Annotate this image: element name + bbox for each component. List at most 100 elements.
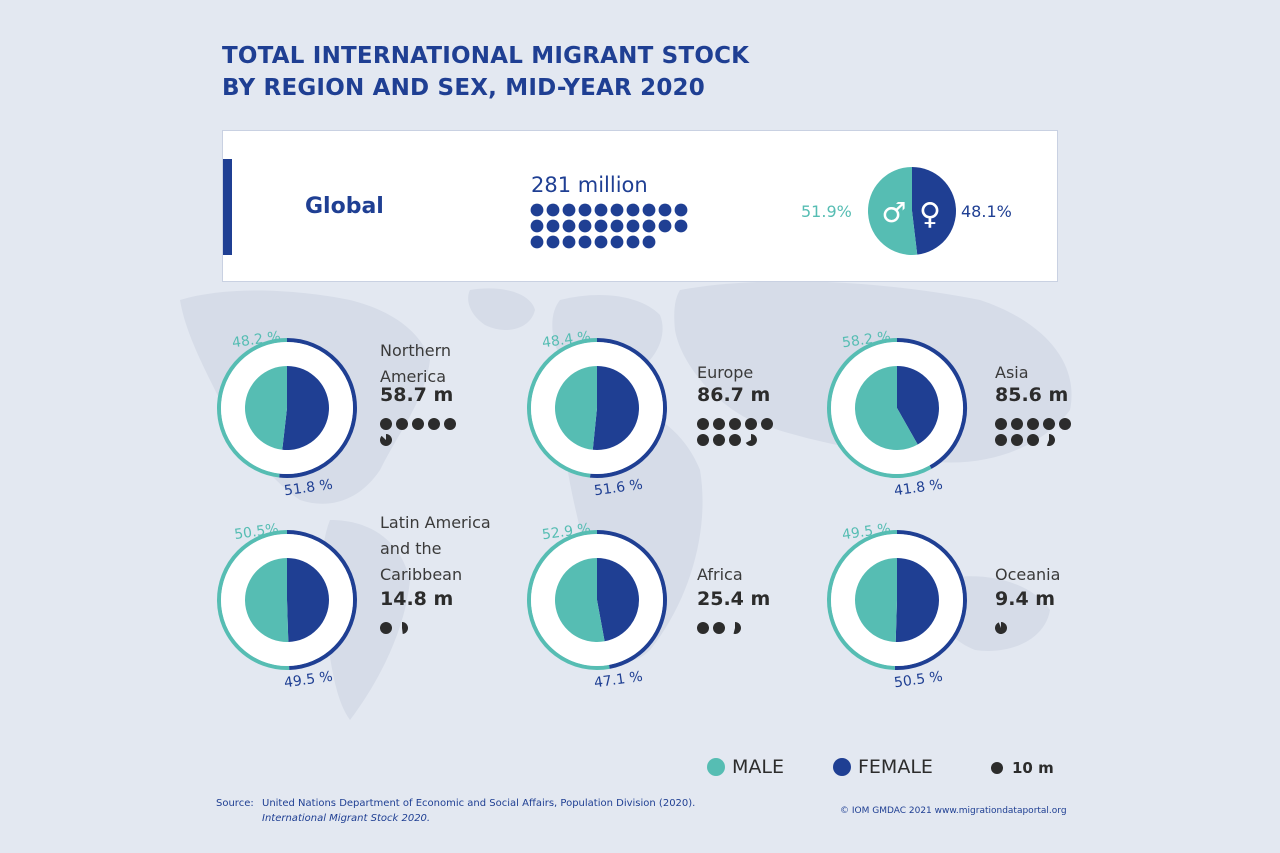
global-dot xyxy=(530,203,544,217)
region-chart: 58.2 % 41.8 % xyxy=(827,329,967,499)
male-slice xyxy=(245,366,287,450)
female-slice xyxy=(597,558,640,642)
unit-dot xyxy=(1027,434,1039,446)
global-dot xyxy=(610,235,624,249)
legend-female-label: FEMALE xyxy=(858,756,933,778)
global-dot xyxy=(594,219,608,233)
global-dot xyxy=(562,203,576,217)
global-dot xyxy=(658,219,672,233)
male-percent-label: 50.5% xyxy=(233,521,279,543)
unit-dot xyxy=(1027,418,1039,430)
global-dot xyxy=(610,203,624,217)
global-dot xyxy=(562,235,576,249)
global-dot xyxy=(578,203,592,217)
global-dot xyxy=(642,219,656,233)
unit-dot xyxy=(729,418,741,430)
global-sex-pie: ♂ ♀ xyxy=(868,167,957,255)
region-chart: 50.5% 49.5 % xyxy=(216,521,357,692)
region-dot-matrix xyxy=(995,418,1071,446)
chart-title: TOTAL INTERNATIONAL MIGRANT STOCK BY REG… xyxy=(222,40,922,104)
global-dot xyxy=(610,219,624,233)
region-dot-matrix xyxy=(697,418,773,447)
female-ring-arc xyxy=(589,338,667,478)
region-name: Europe xyxy=(697,363,754,382)
unit-dot xyxy=(402,622,408,634)
global-dot xyxy=(578,235,592,249)
region-total: 85.6 m xyxy=(995,384,1069,406)
male-ring-arc xyxy=(827,530,898,670)
source-label: Source: xyxy=(216,798,254,809)
female-percent-label: 51.6 % xyxy=(593,477,644,500)
unit-dot xyxy=(713,622,725,634)
male-ring-arc xyxy=(526,338,598,478)
legend-dot-label: 10 m xyxy=(1012,759,1054,777)
unit-dot xyxy=(380,622,392,634)
global-dot xyxy=(562,219,576,233)
region-total: 14.8 m xyxy=(380,588,454,610)
global-female-slice xyxy=(912,167,957,255)
global-label: Global xyxy=(305,194,384,219)
unit-dot xyxy=(995,434,1007,446)
global-dot xyxy=(674,219,688,233)
global-dot xyxy=(594,203,608,217)
region-chart: 48.2 % 51.8 % xyxy=(217,329,357,500)
credit: © IOM GMDAC 2021 www.migrationdataportal… xyxy=(840,806,1067,816)
unit-dot xyxy=(713,418,725,430)
male-ring-arc xyxy=(527,530,610,670)
male-slice xyxy=(855,558,897,642)
region-chart: 49.5 % 50.5 % xyxy=(827,521,968,691)
female-slice xyxy=(287,558,329,642)
global-dot-matrix xyxy=(530,203,688,249)
male-ring-arc xyxy=(216,530,290,670)
global-dot xyxy=(530,235,544,249)
region-total: 25.4 m xyxy=(697,588,771,610)
male-ring-arc xyxy=(217,338,288,478)
title-line-1: TOTAL INTERNATIONAL MIGRANT STOCK xyxy=(222,43,750,69)
male-symbol-icon: ♂ xyxy=(881,196,906,229)
male-percent-label: 52.9 % xyxy=(541,521,592,544)
region-total: 9.4 m xyxy=(995,588,1056,610)
male-slice xyxy=(554,366,597,450)
unit-dot xyxy=(380,418,392,430)
unit-dot xyxy=(713,434,725,446)
source-note: Source: United Nations Department of Econ… xyxy=(216,796,695,826)
male-percent-label: 49.5 % xyxy=(841,521,892,544)
male-ring-arc xyxy=(827,338,932,478)
male-percent-label: 58.2 % xyxy=(841,329,892,352)
region-chart: 48.4 % 51.6 % xyxy=(526,329,667,500)
female-slice xyxy=(282,366,329,451)
unit-dot xyxy=(697,434,709,446)
source-line-1: United Nations Department of Economic an… xyxy=(262,798,696,809)
region-dot-matrix xyxy=(380,622,408,634)
female-percent-label: 51.8 % xyxy=(283,477,334,500)
global-dot xyxy=(530,219,544,233)
female-percent-label: 49.5 % xyxy=(283,669,334,692)
female-ring-arc xyxy=(894,530,968,670)
male-slice xyxy=(244,558,289,642)
global-dot xyxy=(546,219,560,233)
male-slice xyxy=(555,558,605,642)
unit-dot xyxy=(1043,418,1055,430)
region-total: 86.7 m xyxy=(697,384,771,406)
female-slice xyxy=(897,366,940,445)
region-chart: 52.9 % 47.1 % xyxy=(527,521,667,691)
female-symbol-icon: ♀ xyxy=(919,197,941,232)
global-dot xyxy=(642,203,656,217)
global-dot xyxy=(546,203,560,217)
region-name: Oceania xyxy=(995,565,1061,584)
female-ring-arc xyxy=(279,338,357,478)
legend-male-label: MALE xyxy=(732,756,784,778)
region-dot-matrix xyxy=(380,418,456,446)
global-dot xyxy=(642,235,656,249)
source-line-2: International Migrant Stock 2020. xyxy=(262,813,431,824)
region-name: Asia xyxy=(995,363,1029,382)
unit-dot xyxy=(995,418,1007,430)
unit-dot xyxy=(995,622,1007,634)
male-slice xyxy=(855,366,918,450)
global-dot xyxy=(546,235,560,249)
male-percent-label: 48.2 % xyxy=(231,329,282,352)
global-male-slice xyxy=(868,167,918,255)
global-dot xyxy=(626,235,640,249)
unit-dot xyxy=(396,418,408,430)
